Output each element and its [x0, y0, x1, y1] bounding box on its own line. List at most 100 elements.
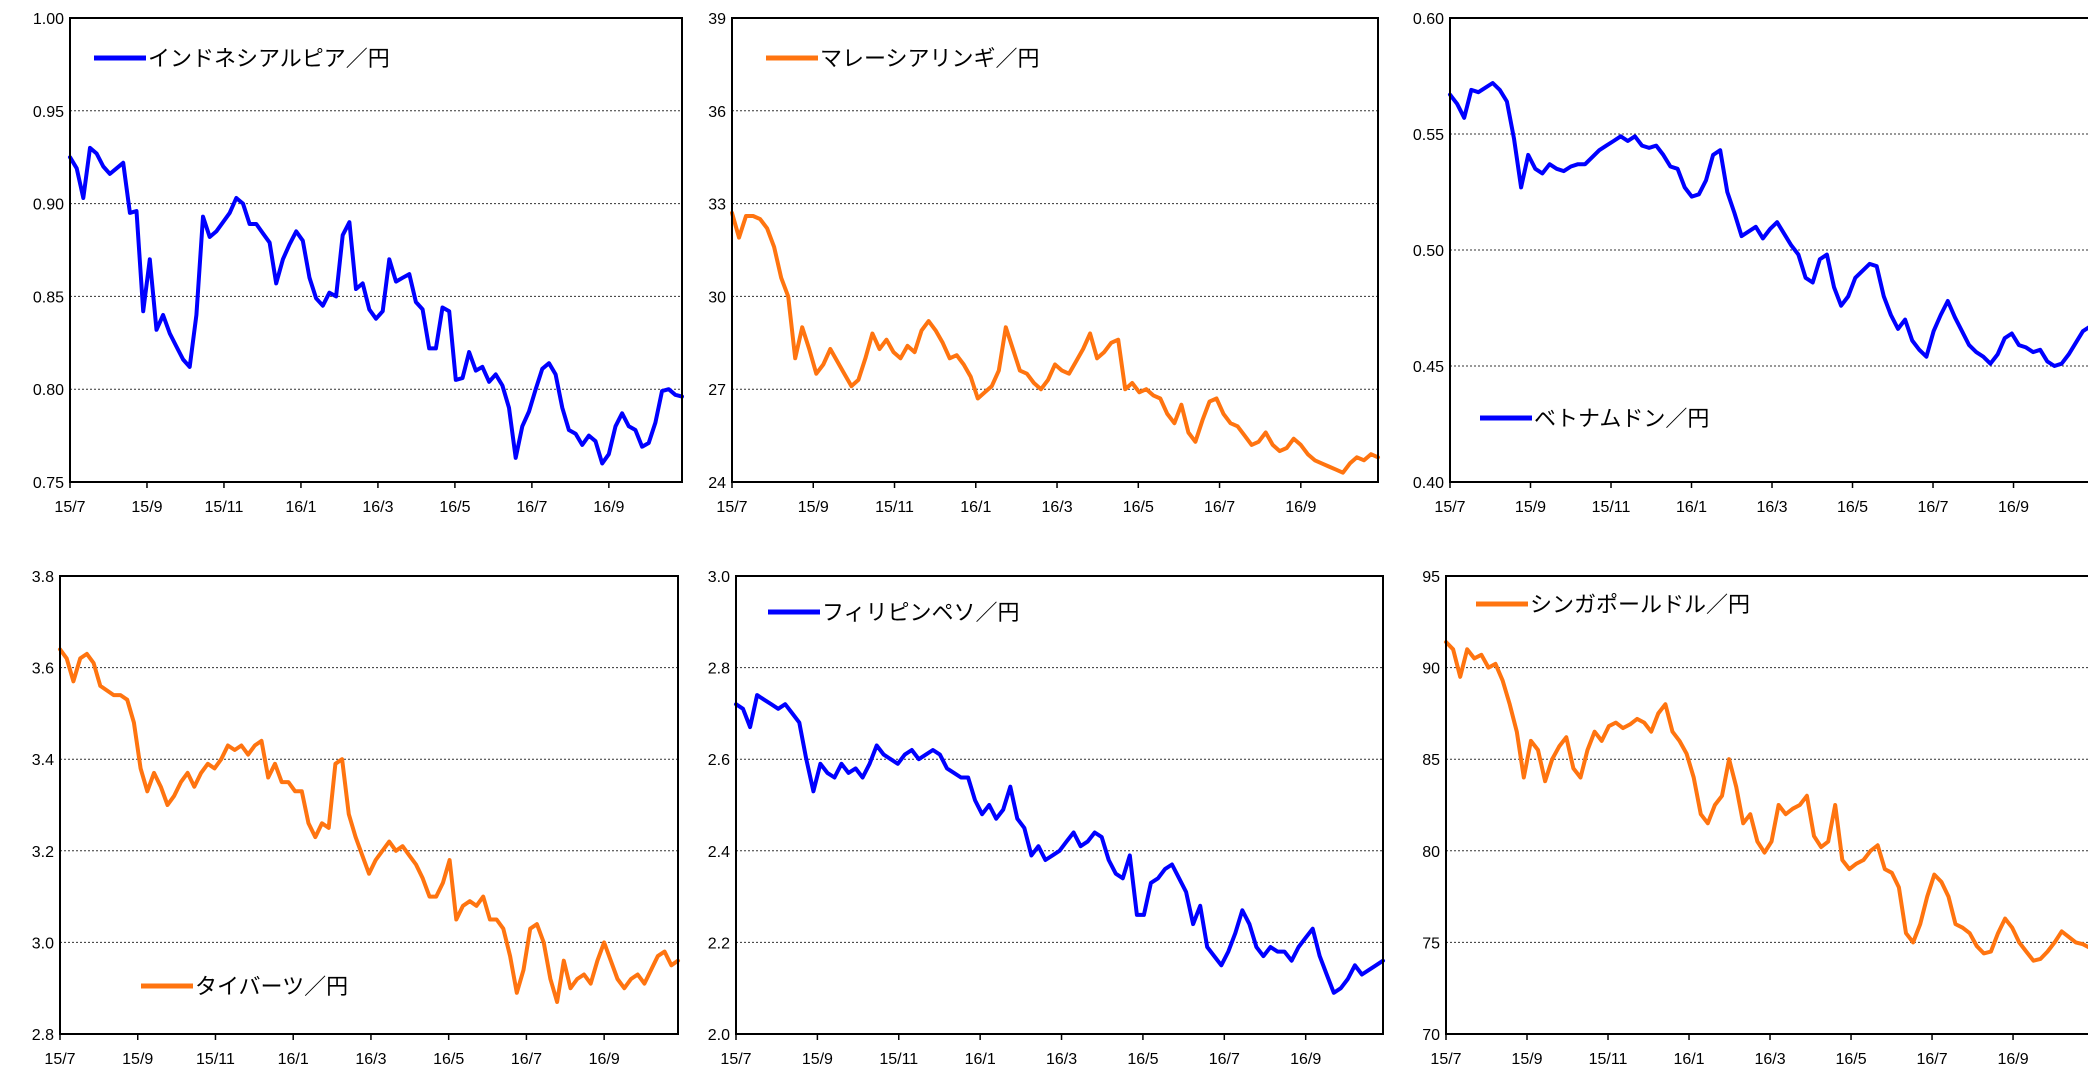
y-tick-label: 39: [708, 11, 726, 28]
x-tick-label: 16/7: [516, 499, 547, 516]
y-tick-label: 2.6: [708, 752, 730, 769]
x-tick-label: 15/9: [122, 1051, 153, 1067]
plot-frame: [69, 17, 683, 483]
legend-label: シンガポールドル／円: [1530, 593, 1750, 618]
x-tick-label: 15/7: [1430, 1051, 1461, 1067]
y-tick-label: 95: [1422, 569, 1440, 586]
y-tick-label: 0.75: [33, 475, 64, 492]
y-tick-label: 2.8: [32, 1027, 54, 1044]
y-tick-label: 0.50: [1413, 243, 1444, 260]
y-tick-label: 30: [708, 289, 726, 306]
x-tick-label: 16/3: [362, 499, 393, 516]
chart-panel-5: 2.0 2.2 2.4 2.6 2.8 3.0 15/7 15/9 15/11 16/1 16/3 1…: [708, 569, 1385, 1067]
x-tick-label: 15/9: [798, 499, 829, 516]
x-tick-label: 15/11: [879, 1051, 918, 1067]
x-tick-label: 16/3: [1756, 499, 1787, 516]
x-tick-label: 16/9: [593, 499, 624, 516]
x-tick-label: 15/7: [44, 1051, 75, 1067]
x-tick-label: 15/7: [720, 1051, 751, 1067]
y-tick-label: 3.2: [32, 844, 54, 861]
chart-panel-2: 24 27 30 33 36 39 15/7 15/9 15/11 16/1 16/3 16/5 16/…: [708, 11, 1380, 516]
x-tick-label: 16/1: [285, 499, 316, 516]
x-tick-label: 16/1: [965, 1051, 996, 1067]
y-tick-label: 80: [1422, 844, 1440, 861]
x-tick-label: 16/3: [1041, 499, 1072, 516]
plot-frame: [1445, 575, 2088, 1035]
y-tick-label: 0.55: [1413, 127, 1444, 144]
x-tick-label: 16/1: [278, 1051, 309, 1067]
plot-frame: [735, 575, 1384, 1035]
plot-frame: [731, 17, 1379, 483]
x-tick-label: 15/11: [196, 1051, 235, 1067]
y-tick-label: 2.8: [708, 661, 730, 678]
x-tick-label: 16/7: [1204, 499, 1235, 516]
x-tick-label: 15/11: [875, 499, 914, 516]
y-tick-label: 3.0: [708, 569, 730, 586]
x-tick-label: 16/1: [1673, 1051, 1704, 1067]
y-tick-label: 3.8: [32, 569, 54, 586]
series-line: [1444, 640, 2088, 963]
x-tick-label: 16/9: [589, 1051, 620, 1067]
x-tick-label: 15/11: [1589, 1051, 1628, 1067]
x-tick-label: 16/5: [439, 499, 470, 516]
legend-label: タイバーツ／円: [195, 975, 348, 1000]
legend-label: ベトナムドン／円: [1534, 407, 1709, 432]
x-tick-label: 16/3: [355, 1051, 386, 1067]
series-line: [734, 693, 1385, 995]
plot-frame: [1449, 17, 2088, 483]
x-tick-label: 16/7: [511, 1051, 542, 1067]
x-tick-label: 16/9: [1290, 1051, 1321, 1067]
x-tick-label: 16/3: [1754, 1051, 1785, 1067]
y-tick-label: 2.2: [708, 935, 730, 952]
x-tick-label: 16/5: [1127, 1051, 1158, 1067]
y-tick-label: 0.80: [33, 382, 64, 399]
y-tick-label: 33: [708, 197, 726, 214]
y-tick-label: 0.40: [1413, 475, 1444, 492]
series-line: [1448, 81, 2088, 368]
y-tick-label: 85: [1422, 752, 1440, 769]
legend-label: フィリピンペソ／円: [822, 601, 1020, 626]
y-tick-label: 3.4: [32, 752, 54, 769]
charts-layer: 0.75 0.80 0.85 0.90 0.95 1.00 15/7 15/9 15/11 16/…: [32, 11, 2088, 1067]
x-tick-label: 16/7: [1209, 1051, 1240, 1067]
x-tick-label: 15/7: [54, 499, 85, 516]
y-tick-label: 0.85: [33, 289, 64, 306]
y-tick-label: 1.00: [33, 11, 64, 28]
x-tick-label: 15/11: [1592, 499, 1631, 516]
x-tick-label: 16/1: [960, 499, 991, 516]
y-tick-label: 0.45: [1413, 359, 1444, 376]
chart-panel-1: 0.75 0.80 0.85 0.90 0.95 1.00 15/7 15/9 15/11 16/…: [33, 11, 684, 516]
x-tick-label: 15/9: [131, 499, 162, 516]
chart-panel-4: 2.8 3.0 3.2 3.4 3.6 3.8 15/7 15/9 15/11 16/1 16/3 1…: [32, 569, 680, 1067]
y-tick-label: 70: [1422, 1027, 1440, 1044]
y-tick-label: 90: [1422, 661, 1440, 678]
y-tick-label: 75: [1422, 935, 1440, 952]
series-line: [730, 210, 1380, 475]
y-tick-label: 36: [708, 104, 726, 121]
chart-panel-6: 70 75 80 85 90 95 15/7 15/9 15/11 16/1 16/3 16/5 16/…: [1422, 569, 2088, 1067]
x-tick-label: 15/7: [1434, 499, 1465, 516]
x-tick-label: 16/5: [433, 1051, 464, 1067]
y-tick-label: 0.95: [33, 104, 64, 121]
x-tick-label: 16/9: [1997, 1051, 2028, 1067]
plot-frame: [59, 575, 679, 1035]
x-tick-label: 16/7: [1916, 1051, 1947, 1067]
x-tick-label: 16/9: [1285, 499, 1316, 516]
x-tick-label: 16/5: [1837, 499, 1868, 516]
y-tick-label: 3.6: [32, 661, 54, 678]
y-tick-label: 2.4: [708, 844, 730, 861]
x-tick-label: 16/9: [1998, 499, 2029, 516]
x-tick-label: 15/9: [1515, 499, 1546, 516]
series-line: [58, 647, 680, 1004]
x-tick-label: 16/1: [1676, 499, 1707, 516]
y-tick-label: 24: [708, 475, 726, 492]
x-tick-label: 15/7: [716, 499, 747, 516]
x-tick-label: 15/11: [205, 499, 244, 516]
series-line: [68, 145, 684, 466]
x-tick-label: 16/5: [1835, 1051, 1866, 1067]
x-tick-label: 15/9: [802, 1051, 833, 1067]
legend-label: マレーシアリンギ／円: [820, 47, 1040, 72]
y-tick-label: 2.0: [708, 1027, 730, 1044]
y-tick-label: 0.90: [33, 197, 64, 214]
